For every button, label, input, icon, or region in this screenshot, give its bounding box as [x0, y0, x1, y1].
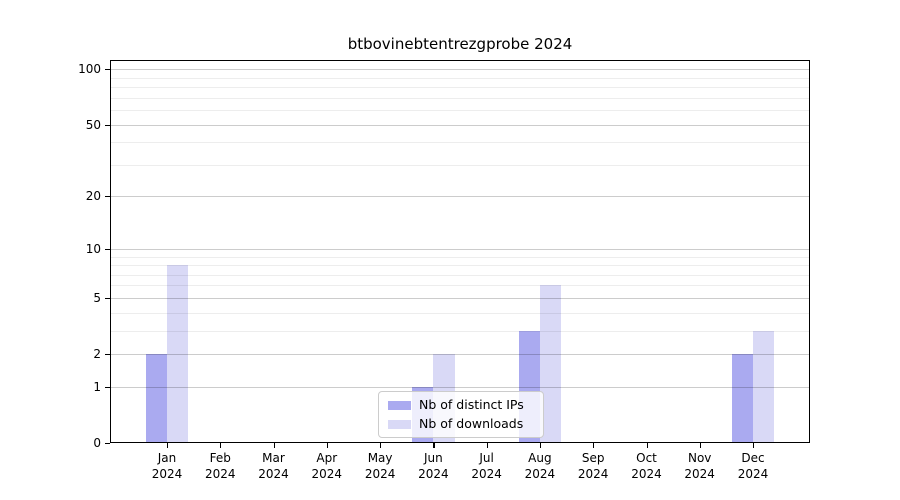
chart-title: btbovinebtentrezgprobe 2024 — [347, 35, 573, 53]
y-tick-10 — [105, 248, 110, 250]
x-tick-label-year-aug: 2024 — [524, 467, 556, 481]
x-tick-label-jan: Jan 2024 — [135, 450, 199, 482]
x-tick-label-month-sep: Sep — [581, 451, 605, 465]
x-tick-mar — [273, 443, 275, 448]
x-tick-label-year-apr: 2024 — [311, 467, 343, 481]
legend-label-downloads: Nb of downloads — [419, 416, 524, 431]
x-tick-label-year-mar: 2024 — [258, 467, 289, 481]
y-tick-label-100: 100 — [78, 62, 101, 77]
legend-item-distinct-ips: Nb of distinct IPs — [388, 398, 534, 412]
plot-area — [110, 60, 810, 443]
x-tick-label-month-may: May — [367, 451, 393, 465]
x-tick-jun — [433, 443, 435, 448]
y-tick-5 — [105, 297, 110, 299]
y-tick-label-50: 50 — [85, 117, 101, 132]
x-tick-label-may: May 2024 — [348, 450, 412, 482]
x-tick-label-month-apr: Apr — [316, 451, 338, 465]
x-tick-may — [380, 443, 382, 448]
x-tick-label-jun: Jun 2024 — [401, 450, 465, 482]
x-tick-label-month-mar: Mar — [262, 451, 285, 465]
legend-label-distinct-ips: Nb of distinct IPs — [419, 397, 524, 412]
x-tick-oct — [646, 443, 648, 448]
x-tick-label-year-may: 2024 — [364, 467, 396, 481]
x-tick-label-jul: Jul 2024 — [455, 450, 519, 482]
y-tick-50 — [105, 124, 110, 126]
x-tick-sep — [593, 443, 595, 448]
y-tick-20 — [105, 196, 110, 198]
x-tick-label-year-feb: 2024 — [205, 467, 236, 481]
x-tick-label-feb: Feb 2024 — [188, 450, 252, 482]
x-tick-feb — [220, 443, 222, 448]
y-tick-label-20: 20 — [85, 189, 101, 204]
bar-distinct-ips-dec — [731, 354, 753, 443]
x-tick-label-month-jun: Jun — [424, 451, 443, 465]
bar-downloads-dec — [753, 330, 775, 443]
x-tick-jan — [167, 443, 169, 448]
y-tick-label-1: 1 — [93, 379, 101, 394]
x-tick-label-year-sep: 2024 — [577, 467, 609, 481]
x-tick-label-oct: Oct 2024 — [615, 450, 679, 482]
x-tick-label-aug: Aug 2024 — [508, 450, 572, 482]
bar-downloads-jan — [167, 265, 189, 443]
y-tick-2 — [105, 354, 110, 356]
x-tick-label-dec: Dec 2024 — [721, 450, 785, 482]
x-tick-jul — [486, 443, 488, 448]
x-tick-label-month-nov: Nov — [687, 451, 712, 465]
legend-swatch-distinct-ips — [388, 400, 411, 410]
x-tick-label-year-jun: 2024 — [418, 467, 449, 481]
legend-swatch-downloads — [388, 419, 411, 429]
x-tick-label-month-feb: Feb — [209, 451, 231, 465]
x-tick-label-month-dec: Dec — [741, 451, 765, 465]
legend: Nb of distinct IPs Nb of downloads — [378, 391, 544, 438]
y-tick-1 — [105, 386, 110, 388]
x-tick-nov — [699, 443, 701, 448]
bar-distinct-ips-jan — [145, 354, 167, 443]
x-tick-aug — [539, 443, 542, 448]
bar-downloads-aug — [539, 285, 562, 443]
x-tick-label-nov: Nov 2024 — [668, 450, 732, 482]
x-tick-label-year-dec: 2024 — [737, 467, 769, 481]
y-tick-label-2: 2 — [93, 347, 101, 361]
x-tick-label-mar: Mar 2024 — [242, 450, 306, 482]
x-tick-label-month-jan: Jan — [157, 451, 177, 465]
x-tick-label-apr: Apr 2024 — [295, 450, 359, 482]
x-tick-apr — [326, 443, 328, 448]
x-tick-label-year-jul: 2024 — [471, 467, 502, 481]
x-tick-label-month-aug: Aug — [528, 451, 552, 465]
x-tick-label-year-oct: 2024 — [631, 467, 662, 481]
x-tick-label-month-oct: Oct — [636, 451, 657, 465]
x-tick-label-year-nov: 2024 — [684, 467, 715, 481]
bars-layer — [110, 60, 810, 443]
legend-item-downloads: Nb of downloads — [388, 417, 534, 431]
y-tick-label-5: 5 — [93, 290, 101, 305]
x-tick-label-month-jul: Jul — [479, 451, 494, 465]
x-tick-dec — [753, 443, 755, 448]
y-tick-100 — [105, 69, 110, 71]
y-tick-0 — [105, 443, 110, 445]
y-tick-label-10: 10 — [85, 241, 101, 256]
y-tick-label-0: 0 — [93, 436, 101, 450]
x-tick-label-year-jan: 2024 — [151, 467, 183, 481]
x-tick-label-sep: Sep 2024 — [561, 450, 625, 482]
